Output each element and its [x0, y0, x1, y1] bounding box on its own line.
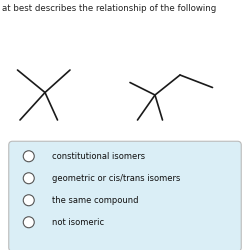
- Circle shape: [23, 173, 34, 184]
- Circle shape: [23, 151, 34, 162]
- FancyBboxPatch shape: [9, 141, 241, 250]
- Circle shape: [23, 217, 34, 228]
- Text: not isomeric: not isomeric: [52, 218, 104, 227]
- Text: geometric or cis/trans isomers: geometric or cis/trans isomers: [52, 174, 181, 183]
- Text: constitutional isomers: constitutional isomers: [52, 152, 146, 161]
- Text: the same compound: the same compound: [52, 196, 139, 205]
- Circle shape: [23, 195, 34, 206]
- Text: at best describes the relationship of the following: at best describes the relationship of th…: [2, 4, 217, 13]
